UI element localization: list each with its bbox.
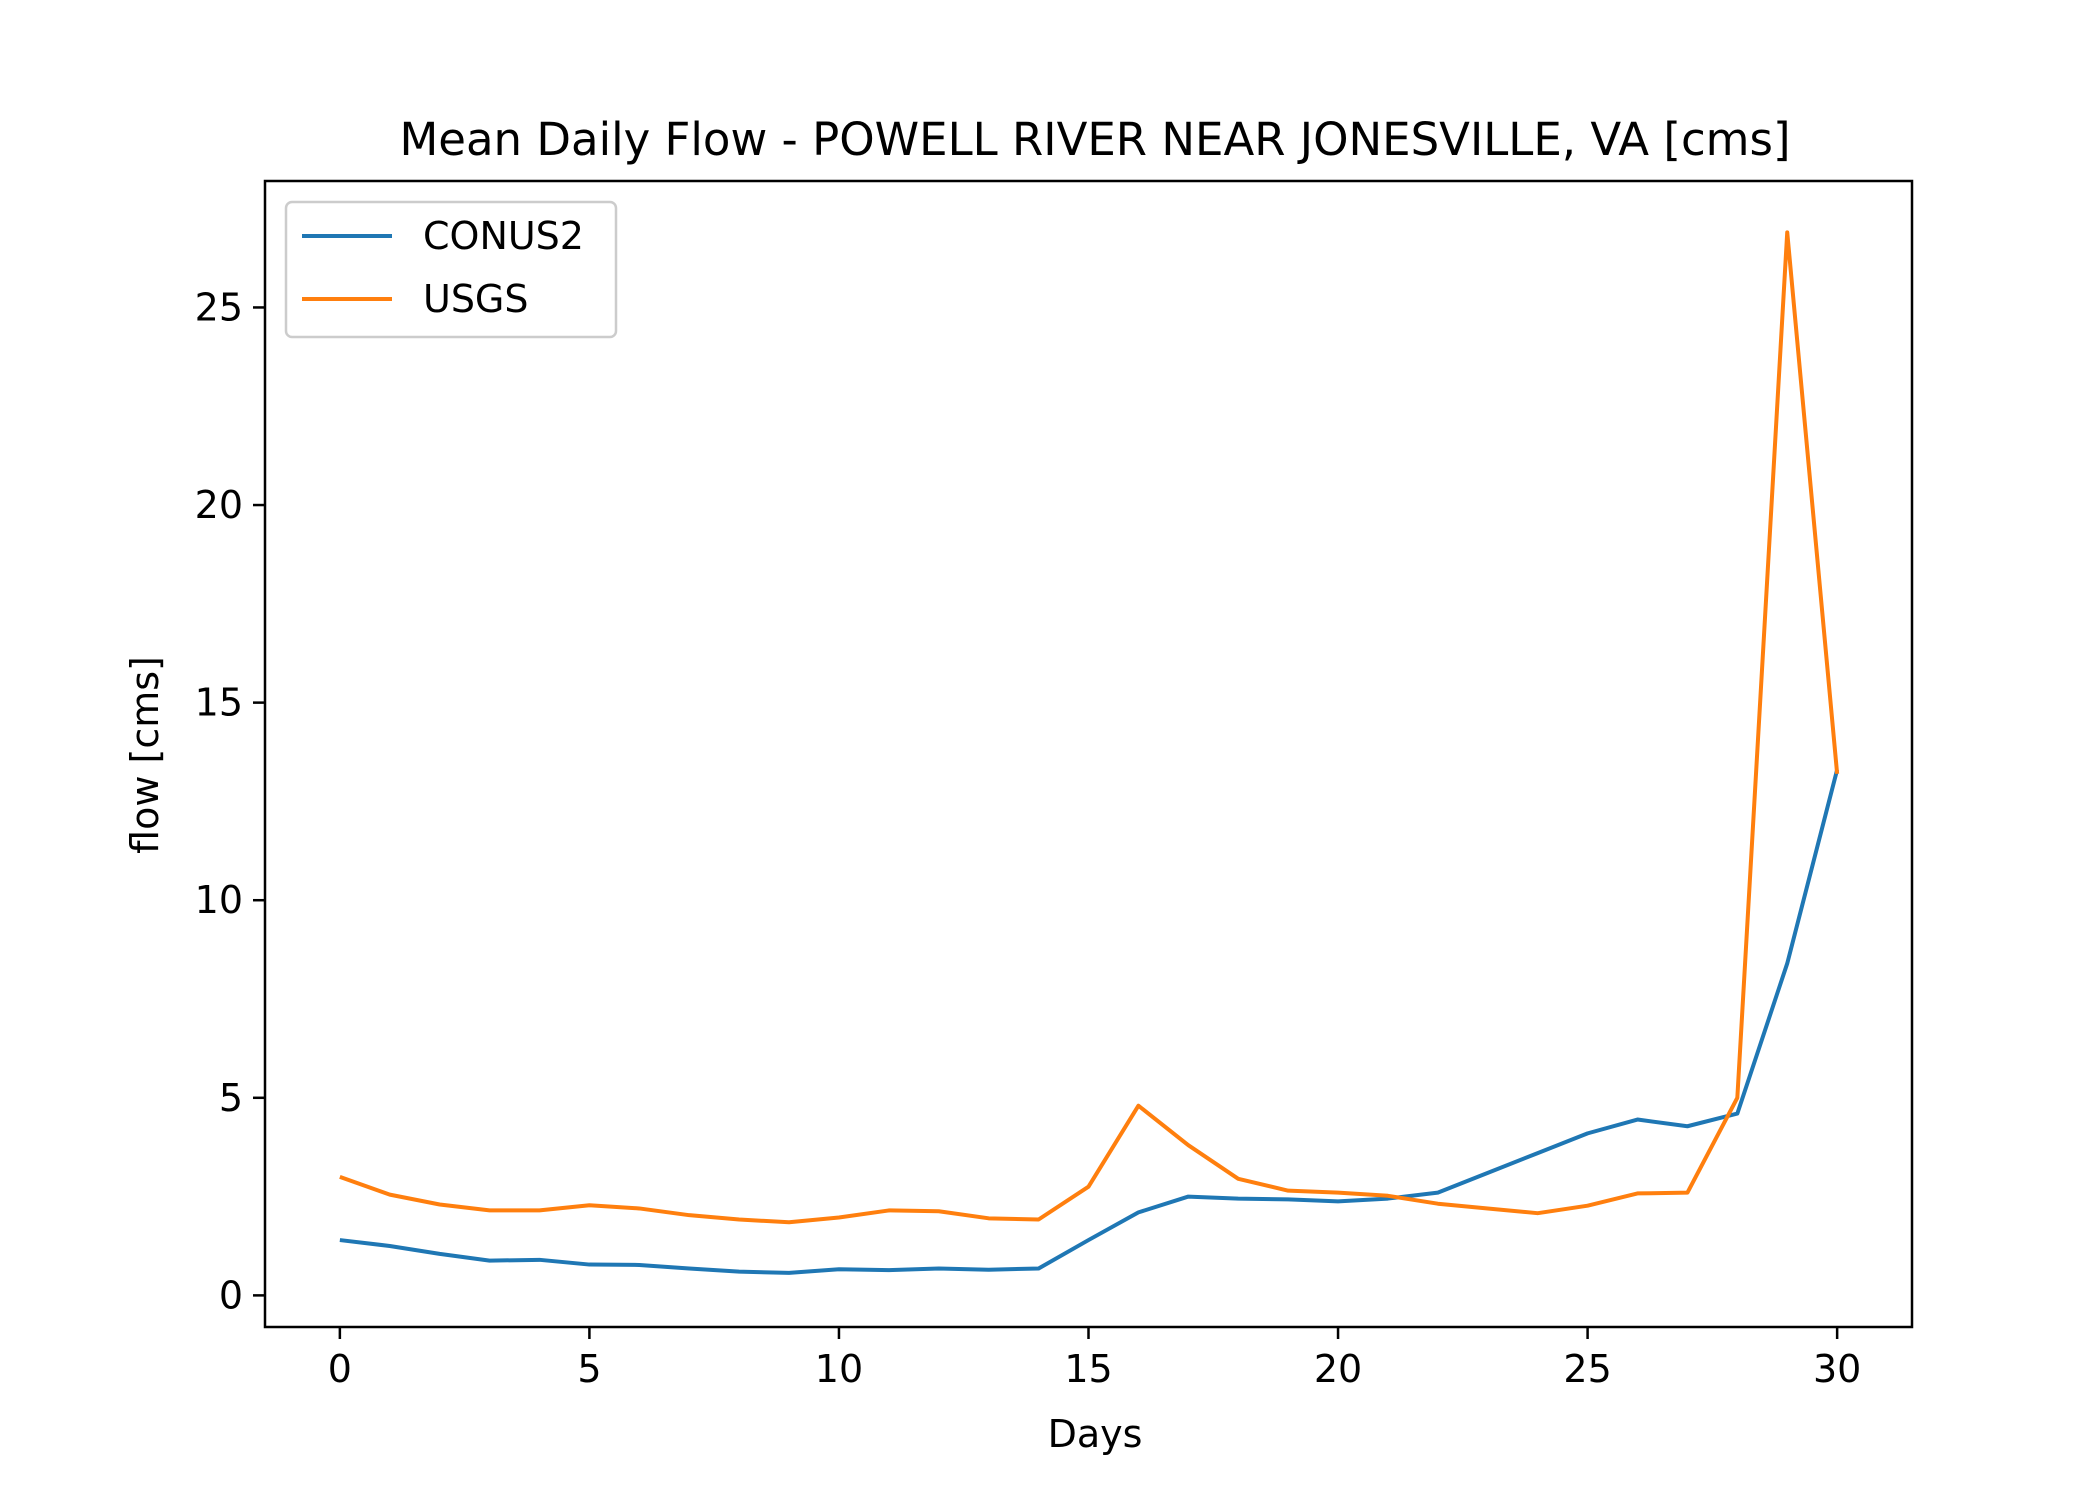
x-tick-label: 15 bbox=[1064, 1347, 1112, 1391]
x-tick-label: 30 bbox=[1813, 1347, 1861, 1391]
legend-label: USGS bbox=[423, 277, 529, 321]
legend-label: CONUS2 bbox=[423, 214, 584, 258]
x-tick-label: 0 bbox=[328, 1347, 352, 1391]
x-tick-label: 20 bbox=[1314, 1347, 1362, 1391]
x-tick-label: 10 bbox=[815, 1347, 863, 1391]
chart-title: Mean Daily Flow - POWELL RIVER NEAR JONE… bbox=[399, 113, 1790, 166]
y-axis-label: flow [cms] bbox=[123, 656, 167, 854]
y-tick-label: 0 bbox=[219, 1273, 243, 1317]
y-tick-label: 20 bbox=[195, 483, 243, 527]
y-tick-label: 10 bbox=[195, 878, 243, 922]
legend: CONUS2 USGS bbox=[286, 202, 616, 337]
x-tick-label: 25 bbox=[1563, 1347, 1611, 1391]
y-tick-label: 15 bbox=[195, 681, 243, 725]
y-tick-label: 5 bbox=[219, 1076, 243, 1120]
x-tick-label: 5 bbox=[577, 1347, 601, 1391]
x-axis-label: Days bbox=[1048, 1412, 1143, 1456]
y-tick-label: 25 bbox=[195, 285, 243, 329]
